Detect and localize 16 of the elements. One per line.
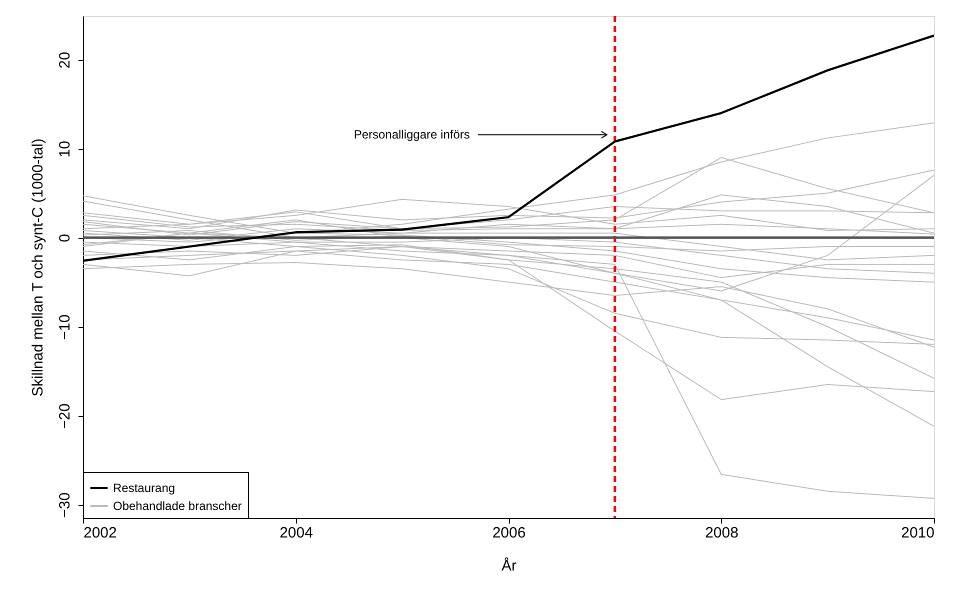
y-tick-label: 10 (56, 140, 74, 158)
annotation: Personalliggare införs (354, 128, 470, 142)
x-axis-title: År (502, 556, 517, 574)
y-tick-label: 0 (56, 234, 74, 242)
y-tick-label: −10 (56, 314, 74, 340)
legend-label: Obehandlade branscher (113, 499, 242, 513)
y-tick-label: −20 (56, 403, 74, 429)
x-tick-label: 2008 (705, 524, 738, 542)
x-tick-label: 2002 (84, 524, 117, 542)
y-tick-label: −30 (56, 492, 74, 518)
y-axis-title: Skillnad mellan T och synt-C (1000-tal) (30, 138, 46, 396)
y-tick-label: 20 (56, 52, 74, 68)
x-tick-label: 2010 (901, 524, 934, 542)
x-tick-label: 2004 (280, 524, 313, 542)
x-tick-label: 2006 (492, 524, 526, 542)
legend-label: Restaurang (113, 481, 176, 495)
